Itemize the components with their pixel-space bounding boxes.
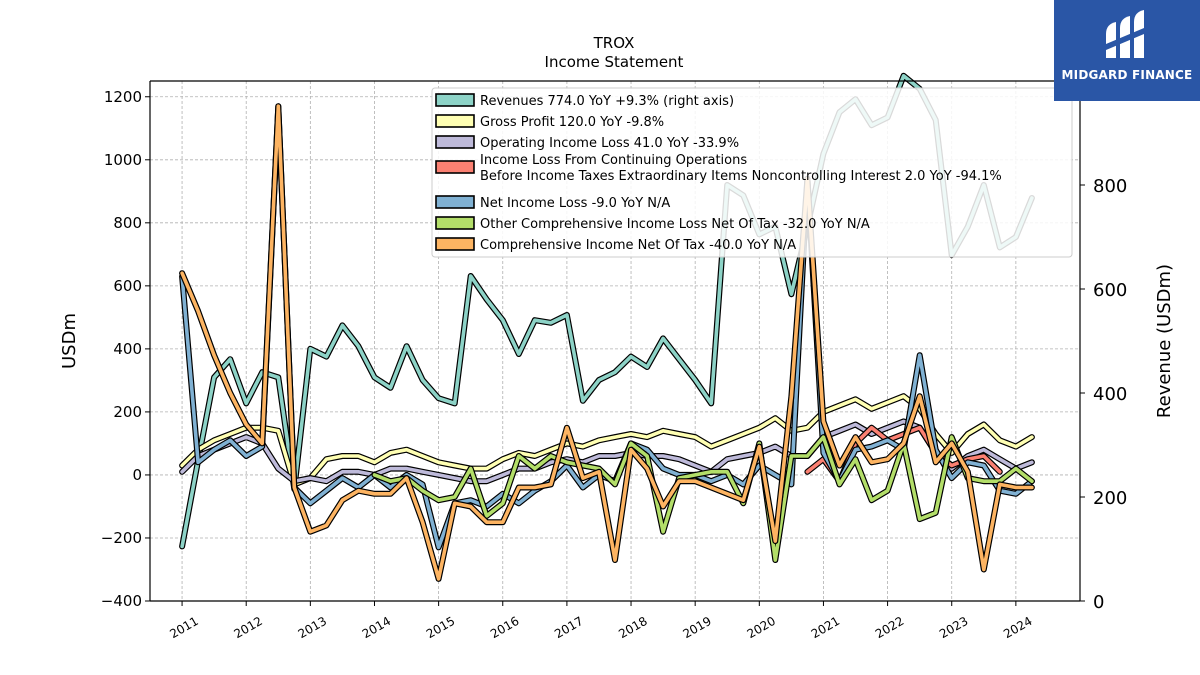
y-axis-label: USDm (59, 313, 80, 369)
legend-swatch (435, 216, 475, 230)
series-line-7 (179, 103, 1035, 582)
legend-label: Income Loss From Continuing Operations Be… (480, 153, 1002, 184)
series-stroke (180, 419, 1034, 484)
legend-box (431, 87, 1073, 258)
y-tick-label: 400 (113, 340, 142, 358)
legend-swatch (435, 93, 475, 107)
series-line-6 (371, 434, 1035, 563)
y-tick-label: 0 (132, 466, 142, 484)
y-tick-label: 200 (113, 403, 142, 421)
legend-swatch (435, 114, 475, 128)
brand-mark-icon (1106, 10, 1144, 58)
legend-label-line-2: Before Income Taxes Extraordinary Items … (480, 169, 1002, 184)
y-tick-label: −200 (101, 529, 142, 547)
chart-subtitle: Income Statement (545, 53, 684, 71)
legend-swatch (435, 195, 475, 209)
series-stroke (372, 435, 1034, 562)
y-tick-label: −400 (101, 592, 142, 610)
y2-tick-label: 0 (1093, 592, 1104, 613)
legend-label: Gross Profit 120.0 YoY -9.8% (480, 115, 664, 130)
series-lines (179, 72, 1035, 582)
legend-label: Other Comprehensive Income Loss Net Of T… (480, 217, 870, 232)
legend-label: Net Income Loss -9.0 YoY N/A (480, 196, 670, 211)
legend-label: Operating Income Loss 41.0 YoY -33.9% (480, 136, 739, 151)
y-tick-label: 1200 (104, 88, 142, 106)
y-tick-label: 600 (113, 277, 142, 295)
legend-label-line-1: Income Loss From Continuing Operations (480, 153, 747, 168)
legend-swatch (435, 135, 475, 149)
series-stroke (180, 104, 1034, 581)
y2-tick-label: 800 (1093, 176, 1127, 197)
brand-name: MIDGARD FINANCE (1061, 68, 1193, 82)
y2-tick-label: 600 (1093, 280, 1127, 301)
y-tick-label: 800 (113, 214, 142, 232)
y2-tick-label: 200 (1093, 488, 1127, 509)
y-tick-label: 1000 (104, 151, 142, 169)
legend-swatch (435, 160, 475, 174)
y2-tick-label: 400 (1093, 384, 1127, 405)
chart-title: TROX (593, 34, 635, 52)
legend-swatch (435, 237, 475, 251)
y2-axis-label: Revenue (USDm) (1154, 264, 1175, 418)
legend: Revenues 774.0 YoY +9.3% (right axis) Gro… (431, 87, 1073, 258)
axes (149, 80, 1081, 602)
series-stroke (180, 394, 1034, 487)
legend-label: Revenues 774.0 YoY +9.3% (right axis) (480, 94, 734, 109)
series-line-2 (179, 393, 1035, 488)
brand-logo: MIDGARD FINANCE (1054, 0, 1200, 101)
series-line-3 (179, 418, 1035, 485)
legend-label: Comprehensive Income Net Of Tax -40.0 Yo… (480, 238, 796, 253)
